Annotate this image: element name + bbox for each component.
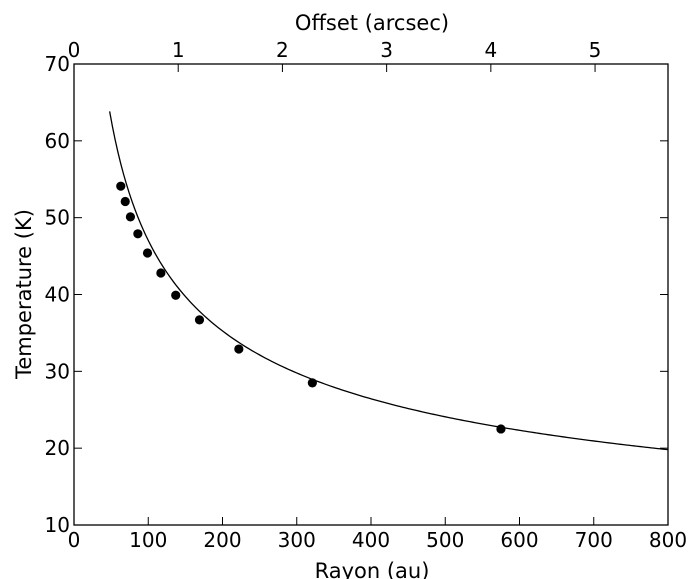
points-layer	[116, 181, 506, 434]
data-point	[125, 212, 136, 222]
data-point	[156, 268, 166, 278]
x2-tick-label: 1	[172, 38, 185, 62]
data-point	[234, 344, 244, 354]
y-tick-label: 60	[45, 129, 70, 153]
data-point	[307, 378, 317, 388]
x2-tick-label: 5	[589, 38, 602, 62]
data-point	[142, 248, 153, 258]
x-tick-label: 300	[278, 528, 316, 552]
x2-tick-label: 3	[380, 38, 393, 62]
x-axis-title: Rayon (au)	[315, 559, 430, 579]
x2-tick-label: 0	[68, 38, 81, 62]
data-point	[496, 424, 506, 434]
y-tick-label: 10	[45, 513, 70, 537]
x2-axis-title: Offset (arcsec)	[295, 11, 449, 35]
tick-labels-layer: 0 100 200 300 400 500 600 700 800102030405060700…	[45, 38, 688, 552]
y-tick-label: 40	[45, 283, 70, 307]
data-point	[120, 196, 130, 207]
x-tick-label: 600	[500, 528, 538, 552]
plot-frame	[73, 63, 669, 526]
x2-tick-label: 4	[484, 38, 497, 62]
ticks-layer	[73, 63, 669, 526]
data-point	[116, 181, 126, 191]
x-tick-label: 700	[575, 528, 613, 552]
fit-curve	[109, 111, 669, 451]
x-tick-label: 400	[352, 528, 390, 552]
y-tick-label: 20	[45, 436, 70, 460]
data-point	[171, 290, 181, 300]
x-tick-label: 800	[649, 528, 687, 552]
curve-layer	[109, 111, 669, 451]
data-point	[133, 229, 143, 239]
x-tick-label: 0	[68, 528, 81, 552]
x-tick-label: 500	[426, 528, 464, 552]
x-tick-label: 200	[203, 528, 241, 552]
x2-tick-label: 2	[276, 38, 289, 62]
data-point	[194, 315, 205, 325]
y-tick-label: 50	[45, 206, 70, 230]
y-axis-title: Temperature (K)	[12, 209, 36, 380]
y-tick-label: 30	[45, 359, 70, 383]
x-tick-label: 100	[129, 528, 167, 552]
y-tick-label: 70	[45, 52, 70, 76]
